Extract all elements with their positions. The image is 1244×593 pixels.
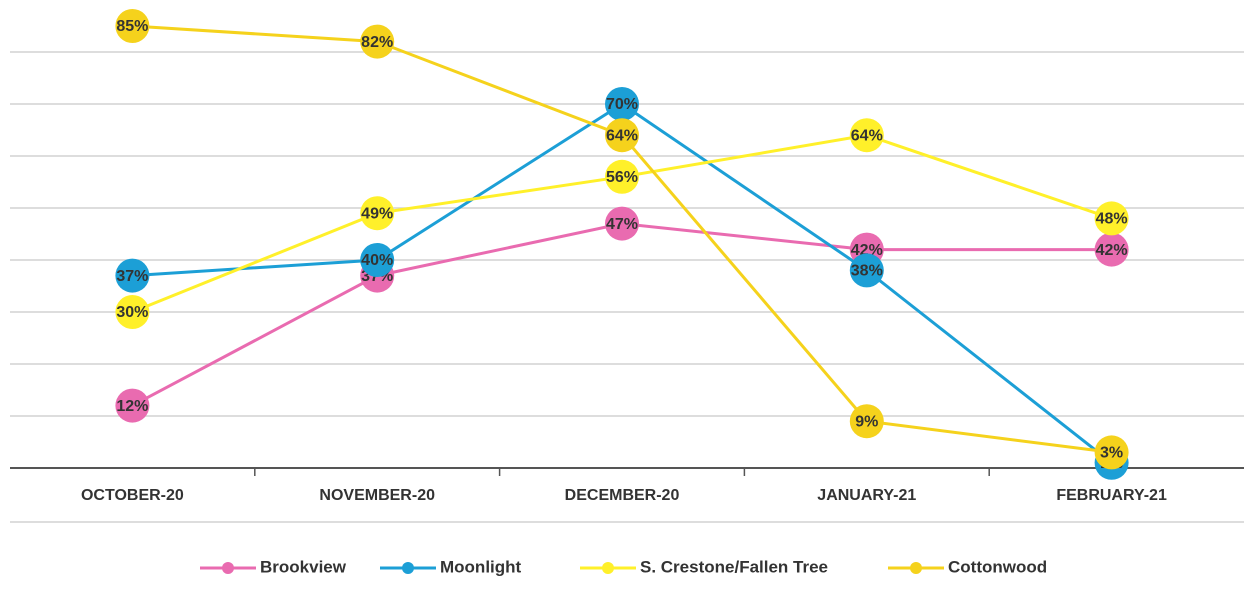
x-tick-label: NOVEMBER-20 — [319, 487, 435, 504]
marker — [1094, 232, 1129, 267]
data-label: 42% — [1096, 242, 1128, 259]
marker — [605, 159, 639, 194]
legend-label: Cottonwood — [948, 557, 1047, 576]
data-label: 82% — [361, 34, 393, 51]
legend-label: S. Crestone/Fallen Tree — [640, 557, 828, 576]
x-tick-label: FEBRUARY-21 — [1056, 487, 1167, 504]
data-label: 42% — [851, 242, 883, 259]
legend-marker — [602, 562, 614, 574]
data-label: 56% — [606, 169, 638, 186]
legend-label: Brookview — [260, 557, 347, 576]
legend-marker — [910, 562, 922, 574]
data-label: 64% — [851, 127, 883, 144]
marker — [849, 118, 884, 153]
marker — [605, 118, 639, 153]
data-label: 47% — [606, 216, 638, 233]
data-label: 49% — [361, 205, 393, 222]
data-label: 85% — [116, 18, 148, 35]
x-tick-label: DECEMBER-20 — [565, 487, 680, 504]
series-line — [131, 222, 1112, 407]
data-label: 30% — [116, 304, 148, 321]
data-label: 48% — [1096, 211, 1128, 228]
data-label: 38% — [851, 263, 883, 280]
legend-marker — [402, 562, 414, 574]
marker — [849, 404, 884, 439]
legend-label: Moonlight — [440, 557, 522, 576]
marker — [360, 243, 395, 277]
marker — [360, 196, 395, 231]
marker — [115, 258, 150, 293]
series-line — [132, 102, 1113, 464]
marker — [115, 295, 150, 329]
x-tick-label: JANUARY-21 — [817, 487, 916, 504]
marker — [115, 9, 150, 43]
marker — [1094, 201, 1129, 236]
marker — [605, 87, 639, 121]
data-label: 70% — [606, 96, 638, 113]
marker — [849, 253, 884, 288]
data-label: 9% — [855, 413, 878, 430]
data-label: 64% — [606, 127, 638, 144]
marker — [360, 24, 395, 59]
marker — [115, 388, 150, 423]
legend-marker — [222, 562, 234, 574]
x-tick-label: OCTOBER-20 — [81, 487, 184, 504]
data-label: 37% — [116, 268, 148, 285]
data-label: 3% — [1100, 445, 1123, 462]
marker — [605, 206, 639, 241]
data-label: 12% — [116, 398, 148, 415]
data-label: 40% — [361, 252, 393, 269]
marker — [1094, 435, 1129, 470]
